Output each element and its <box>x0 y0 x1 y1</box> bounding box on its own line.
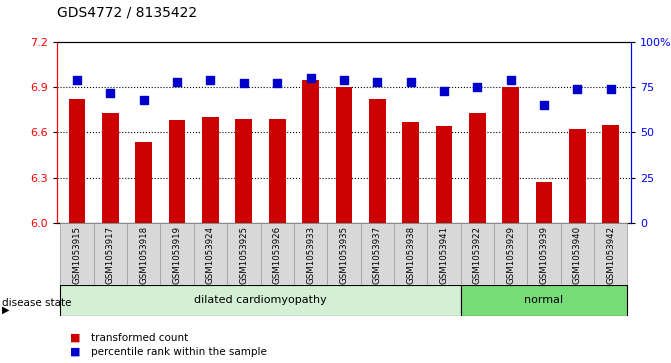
Bar <box>469 113 486 223</box>
Bar <box>569 130 586 223</box>
Bar <box>494 223 527 285</box>
Text: GSM1053940: GSM1053940 <box>573 227 582 285</box>
Bar <box>503 87 519 223</box>
Text: ■: ■ <box>70 333 81 343</box>
Text: GSM1053937: GSM1053937 <box>373 227 382 285</box>
Bar <box>527 223 561 285</box>
Bar <box>194 223 227 285</box>
Text: ▶: ▶ <box>2 304 9 314</box>
Text: GSM1053929: GSM1053929 <box>506 227 515 284</box>
Text: ■: ■ <box>70 347 81 357</box>
Bar <box>394 223 427 285</box>
Bar <box>435 126 452 223</box>
Bar <box>561 223 594 285</box>
Text: GDS4772 / 8135422: GDS4772 / 8135422 <box>57 6 197 20</box>
Bar <box>269 119 286 223</box>
Point <box>405 79 416 85</box>
Text: transformed count: transformed count <box>91 333 188 343</box>
Text: GSM1053939: GSM1053939 <box>539 227 548 284</box>
Bar <box>603 125 619 223</box>
Text: GSM1053926: GSM1053926 <box>272 227 282 285</box>
Point <box>305 75 316 81</box>
Bar <box>360 223 394 285</box>
Text: GSM1053918: GSM1053918 <box>140 227 148 285</box>
Point <box>605 86 616 92</box>
Bar <box>369 99 386 223</box>
Bar <box>460 285 627 316</box>
Bar <box>202 117 219 223</box>
Bar <box>60 223 94 285</box>
Bar <box>260 223 294 285</box>
Text: GSM1053919: GSM1053919 <box>172 227 182 284</box>
Point <box>539 102 550 108</box>
Point <box>338 77 349 83</box>
Text: GSM1053938: GSM1053938 <box>406 227 415 285</box>
Point <box>272 81 282 86</box>
Point <box>372 79 382 85</box>
Point <box>105 90 116 95</box>
Text: normal: normal <box>525 295 564 305</box>
Bar <box>127 223 160 285</box>
Bar <box>236 119 252 223</box>
Point <box>72 77 83 83</box>
Text: disease state: disease state <box>2 298 72 308</box>
Bar <box>160 223 194 285</box>
Point <box>439 88 450 94</box>
Text: GSM1053924: GSM1053924 <box>206 227 215 285</box>
Bar <box>336 87 352 223</box>
Bar <box>227 223 260 285</box>
Text: GSM1053917: GSM1053917 <box>106 227 115 285</box>
Point <box>172 79 183 85</box>
Point <box>572 86 582 92</box>
Text: GSM1053915: GSM1053915 <box>72 227 82 285</box>
Text: GSM1053942: GSM1053942 <box>606 227 615 285</box>
Point <box>472 84 482 90</box>
Bar <box>594 223 627 285</box>
Text: dilated cardiomyopathy: dilated cardiomyopathy <box>194 295 327 305</box>
Bar <box>302 79 319 223</box>
Bar <box>136 142 152 223</box>
Text: percentile rank within the sample: percentile rank within the sample <box>91 347 266 357</box>
Bar <box>102 113 119 223</box>
Bar <box>535 183 552 223</box>
Text: GSM1053933: GSM1053933 <box>306 227 315 285</box>
Bar <box>60 285 460 316</box>
Text: GSM1053941: GSM1053941 <box>440 227 448 285</box>
Point <box>205 77 216 83</box>
Bar <box>460 223 494 285</box>
Bar <box>294 223 327 285</box>
Point <box>238 81 249 86</box>
Bar <box>169 121 185 223</box>
Bar <box>427 223 460 285</box>
Text: GSM1053935: GSM1053935 <box>340 227 348 285</box>
Point <box>138 97 149 103</box>
Text: GSM1053922: GSM1053922 <box>473 227 482 285</box>
Bar <box>327 223 360 285</box>
Point <box>505 77 516 83</box>
Text: GSM1053925: GSM1053925 <box>240 227 248 285</box>
Bar <box>402 122 419 223</box>
Bar <box>68 99 85 223</box>
Bar <box>94 223 127 285</box>
